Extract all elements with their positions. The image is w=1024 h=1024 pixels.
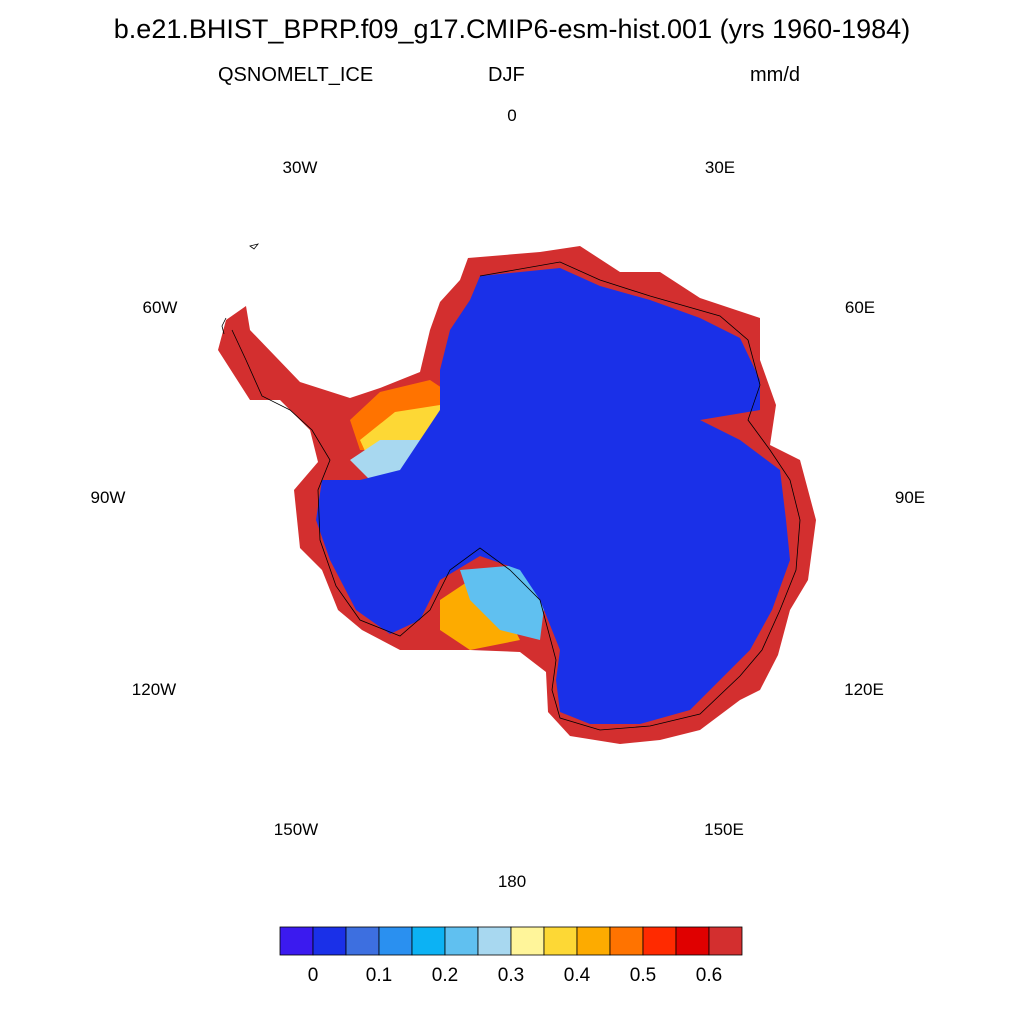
lon-label-90e: 90E: [894, 488, 926, 507]
colorbar-tick-label: 0.6: [696, 965, 722, 986]
lon-label-0: 0: [507, 106, 517, 125]
colorbar-tick-label: 0.4: [564, 965, 591, 986]
colorbar-box: [279, 926, 314, 956]
ice-sheet-interior: [316, 268, 790, 724]
lon-label-150w: 150W: [273, 820, 319, 839]
colorbar-box: [411, 926, 446, 956]
variable-label: QSNOMELT_ICE: [218, 64, 374, 86]
colorbar-box: [312, 926, 347, 956]
lon-label-120e: 120E: [844, 680, 884, 699]
colorbar-box: [708, 926, 743, 956]
colorbar-box: [378, 926, 413, 956]
colorbar-box: [345, 926, 380, 956]
lon-label-60w: 60W: [142, 298, 178, 317]
colorbar-box: [543, 926, 578, 956]
season-label: DJF: [488, 64, 525, 86]
lon-label-150e: 150E: [704, 820, 744, 839]
figure-title: b.e21.BHIST_BPRP.f09_g17.CMIP6-esm-hist.…: [113, 14, 911, 44]
colorbar-tick-label: 0: [308, 965, 319, 986]
lon-label-120w: 120W: [131, 680, 177, 699]
lon-label-30w: 30W: [282, 158, 318, 177]
colorbar-box: [642, 926, 677, 956]
colorbar-box: [477, 926, 512, 956]
colorbar-tick-label: 0.2: [432, 965, 458, 986]
colorbar-tick-label: 0.1: [366, 965, 392, 986]
colorbar-box: [675, 926, 710, 956]
island-outline: [249, 243, 260, 250]
lon-label-60e: 60E: [844, 298, 876, 317]
lon-label-180: 180: [497, 872, 527, 891]
coastline: [221, 261, 801, 731]
colorbar-box: [576, 926, 611, 956]
colorbar-box: [609, 926, 644, 956]
units-label: mm/d: [750, 64, 800, 86]
colorbar-box: [444, 926, 479, 956]
lon-label-30e: 30E: [704, 158, 736, 177]
colorbar-box: [510, 926, 545, 956]
colorbar-tick-label: 0.5: [630, 965, 656, 986]
lon-label-90w: 90W: [90, 488, 126, 507]
colorbar-tick-label: 0.3: [498, 965, 524, 986]
